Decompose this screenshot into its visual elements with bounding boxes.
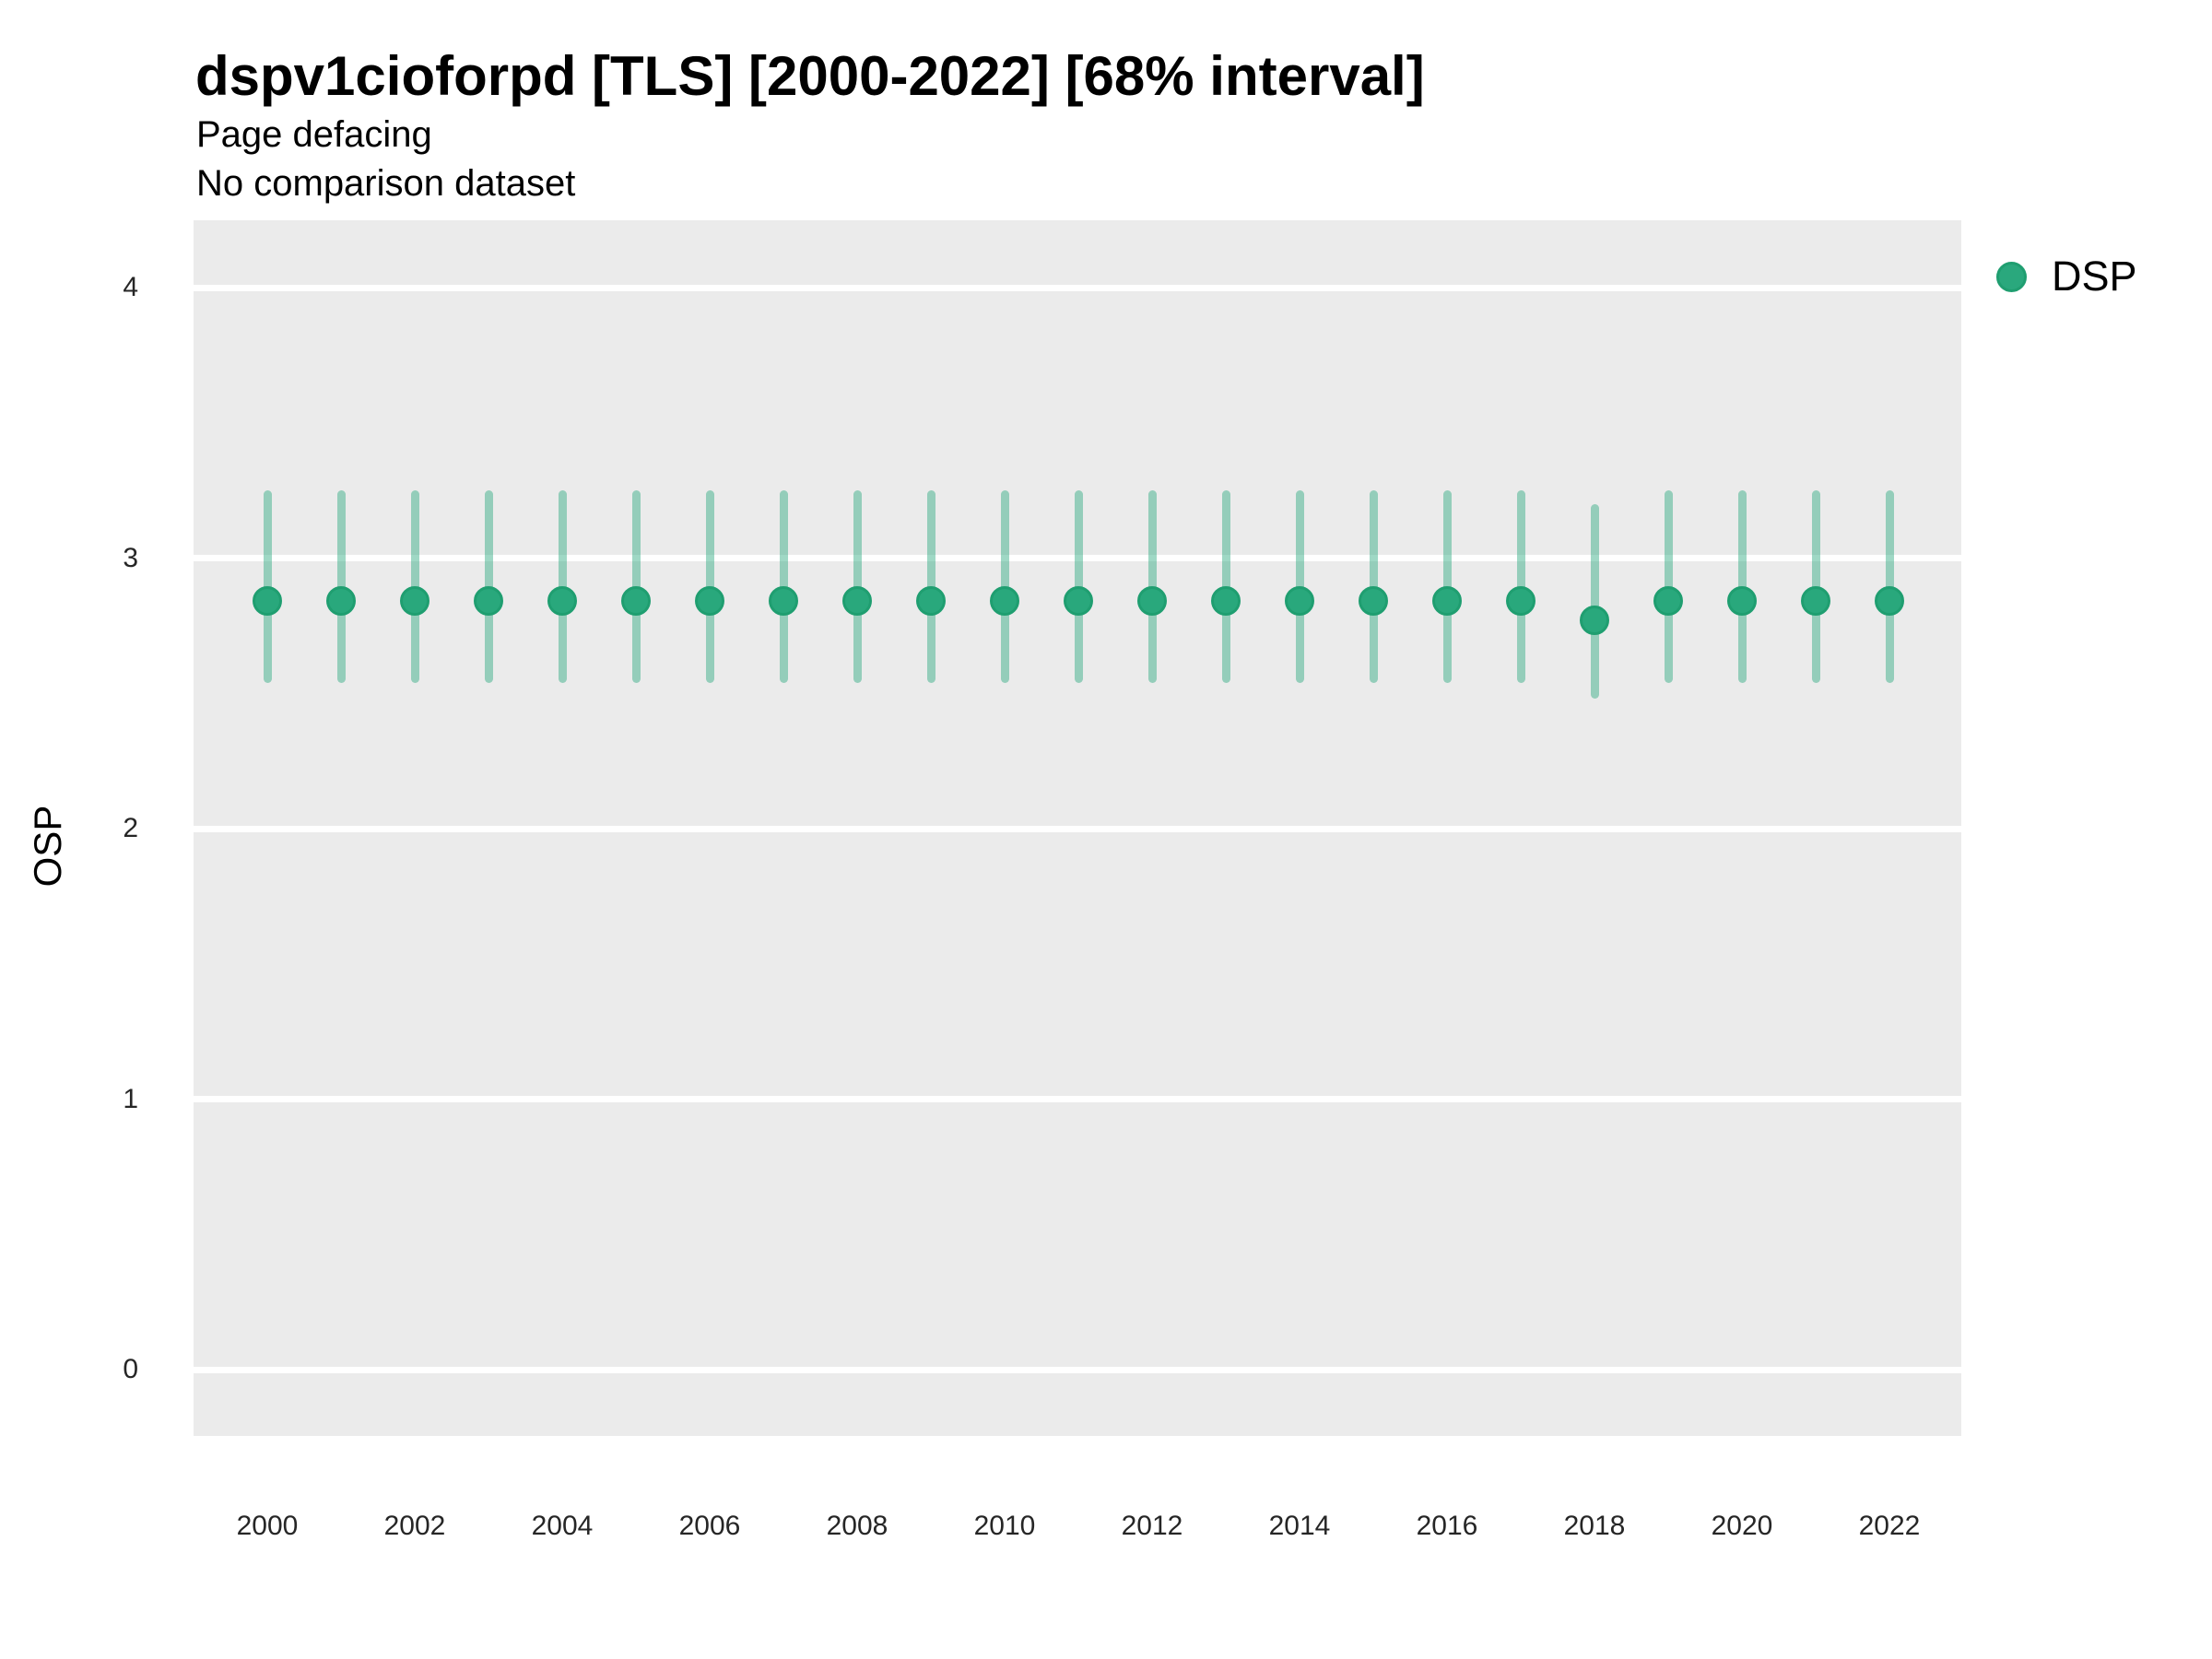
x-tick-label: 2002 xyxy=(383,1511,446,1541)
data-point xyxy=(1432,586,1462,617)
gridline-y-1 xyxy=(194,1096,1961,1102)
data-point xyxy=(1211,586,1241,617)
x-tick-label: 2020 xyxy=(1711,1511,1773,1541)
x-tick-label: 2012 xyxy=(1121,1511,1183,1541)
gridline-y-3 xyxy=(194,555,1961,561)
data-point xyxy=(621,586,651,617)
data-point xyxy=(695,586,724,617)
error-bar xyxy=(410,490,419,683)
error-bar xyxy=(1074,490,1083,683)
error-bar xyxy=(1885,490,1894,683)
page-title: dspv1cioforpd [TLS] [2000-2022] [68% int… xyxy=(195,45,1425,107)
y-tick-label: 0 xyxy=(123,1354,138,1384)
gridline-y-0 xyxy=(194,1366,1961,1373)
y-tick-label: 3 xyxy=(123,542,138,573)
error-bar xyxy=(1664,490,1673,683)
legend-label: DSP xyxy=(2052,253,2137,300)
x-tick-label: 2008 xyxy=(826,1511,888,1541)
legend-point-swatch xyxy=(1996,262,2027,292)
error-bar xyxy=(1590,503,1599,700)
x-tick-label: 2004 xyxy=(531,1511,594,1541)
error-bar xyxy=(1369,490,1378,683)
error-bar xyxy=(484,490,493,683)
plot-panel xyxy=(194,220,1961,1436)
data-point xyxy=(1064,586,1093,617)
error-bar xyxy=(779,490,788,683)
page-subtitle: Page defacing xyxy=(196,114,432,155)
page-note: No comparison dataset xyxy=(196,163,576,204)
error-bar xyxy=(1516,490,1525,683)
data-point xyxy=(400,586,429,617)
y-tick-label: 1 xyxy=(123,1083,138,1114)
data-point xyxy=(842,586,872,617)
data-point xyxy=(547,586,577,617)
x-tick-label: 2000 xyxy=(236,1511,299,1541)
data-point xyxy=(916,586,946,617)
error-bar xyxy=(1442,490,1452,683)
data-point xyxy=(1359,586,1388,617)
error-bar xyxy=(1221,490,1230,683)
data-point xyxy=(1801,586,1830,617)
error-bar xyxy=(1295,490,1304,683)
error-bar xyxy=(1811,490,1820,683)
data-point xyxy=(1875,586,1904,617)
y-tick-label: 2 xyxy=(123,813,138,843)
error-bar xyxy=(705,490,714,683)
y-axis-title: OSP xyxy=(26,805,69,888)
error-bar xyxy=(1147,490,1157,683)
x-tick-label: 2014 xyxy=(1268,1511,1331,1541)
data-point xyxy=(1137,586,1167,617)
x-tick-label: 2006 xyxy=(678,1511,741,1541)
error-bar xyxy=(336,490,346,683)
error-bar xyxy=(558,490,567,683)
data-point xyxy=(769,586,798,617)
x-tick-label: 2010 xyxy=(973,1511,1036,1541)
data-point xyxy=(990,586,1019,617)
data-point xyxy=(1285,586,1314,617)
gridline-y-2 xyxy=(194,825,1961,832)
error-bar xyxy=(631,490,641,683)
data-point xyxy=(1727,586,1757,617)
data-point xyxy=(1580,606,1609,635)
error-bar xyxy=(1737,490,1747,683)
error-bar xyxy=(263,490,272,683)
error-bar xyxy=(1000,490,1009,683)
error-bar xyxy=(926,490,935,683)
y-axis-title-wrap: OSP xyxy=(26,662,69,1030)
error-bar xyxy=(853,490,862,683)
x-tick-label: 2018 xyxy=(1563,1511,1626,1541)
x-tick-label: 2016 xyxy=(1416,1511,1478,1541)
y-tick-label: 4 xyxy=(123,272,138,302)
gridline-y-4 xyxy=(194,284,1961,291)
data-point xyxy=(1653,586,1683,617)
x-tick-label: 2022 xyxy=(1858,1511,1921,1541)
data-point xyxy=(1506,586,1535,617)
data-point xyxy=(326,586,356,617)
data-point xyxy=(474,586,503,617)
data-point xyxy=(253,586,282,617)
